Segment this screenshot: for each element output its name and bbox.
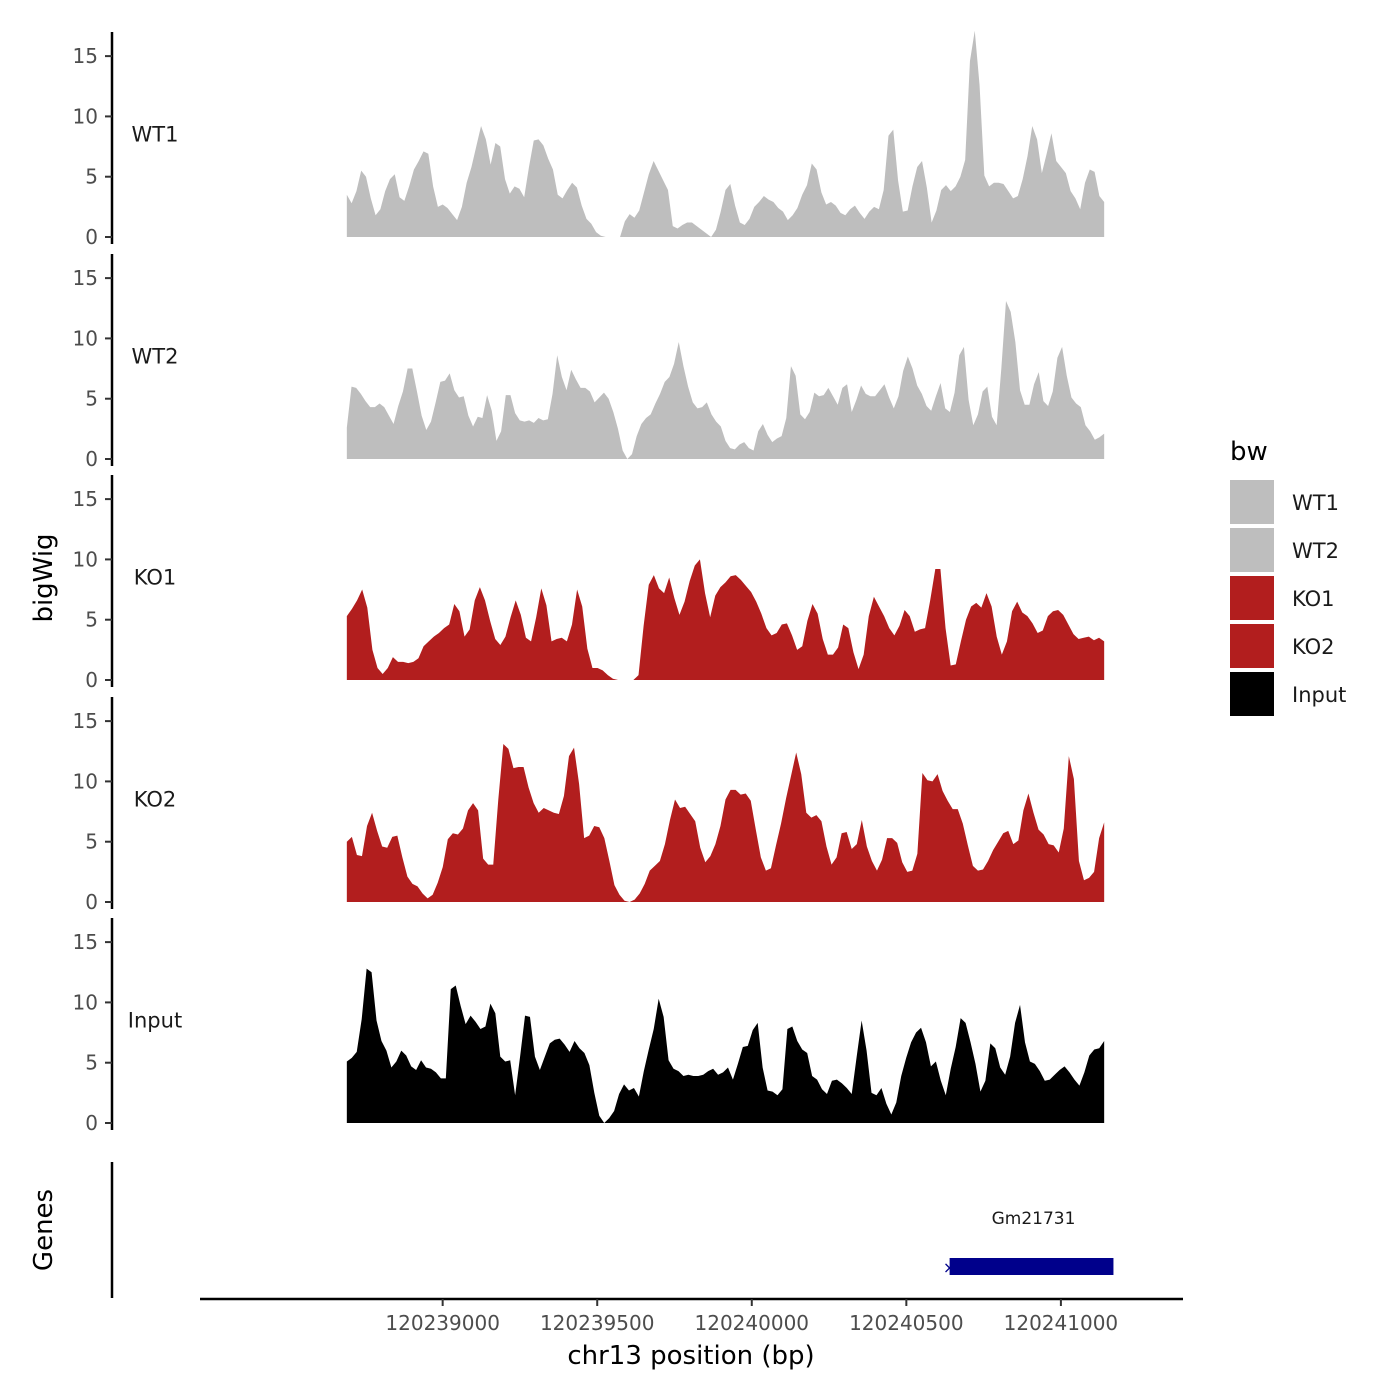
genes-axis-title: Genes xyxy=(29,1189,59,1271)
track-label: WT1 xyxy=(132,122,179,146)
track-input: 0 5 10 15 Input xyxy=(73,918,1105,1135)
track-label: WT2 xyxy=(132,344,179,368)
track-ko2: 0 5 10 15 KO2 xyxy=(73,697,1105,914)
y-tick-label: 10 xyxy=(73,326,98,350)
track-wt1: 0 5 10 15 WT1 xyxy=(73,30,1105,249)
x-tick-label: 120239500 xyxy=(540,1311,655,1335)
signal-tracks: 0 5 10 15 WT1 0 5 10 15 WT2 0 5 10 15 KO1 0 5 10 15 KO2 0 5 10… xyxy=(73,30,1105,1135)
legend-label: WT1 xyxy=(1292,491,1339,515)
y-tick-label: 0 xyxy=(85,890,98,914)
y-tick-label: 5 xyxy=(85,165,98,189)
y-tick-label: 15 xyxy=(73,709,98,733)
legend-swatch-ko2 xyxy=(1230,624,1274,668)
y-tick-label: 15 xyxy=(73,266,98,290)
signal-area-ko2 xyxy=(346,744,1105,902)
y-tick-label: 10 xyxy=(73,990,98,1014)
legend-label: KO2 xyxy=(1292,635,1335,659)
track-label: KO1 xyxy=(134,565,177,589)
signal-area-ko1 xyxy=(346,559,1105,680)
y-tick-label: 5 xyxy=(85,387,98,411)
x-axis: 120239000 120239500 120240000 120240500 1202… xyxy=(200,1297,1183,1371)
x-tick-label: 120240000 xyxy=(695,1311,810,1335)
y-axis-title: bigWig xyxy=(29,533,59,622)
track-label: Input xyxy=(128,1008,182,1032)
y-tick-label: 10 xyxy=(73,769,98,793)
x-tick-label: 120240500 xyxy=(849,1311,964,1335)
signal-area-wt1 xyxy=(346,30,1105,237)
y-tick-label: 15 xyxy=(73,930,98,954)
legend-swatch-input xyxy=(1230,672,1274,716)
y-tick-label: 0 xyxy=(85,1111,98,1135)
y-tick-label: 10 xyxy=(73,104,98,128)
y-tick-label: 10 xyxy=(73,547,98,571)
gene-strand-marker: × xyxy=(943,1258,956,1277)
signal-area-input xyxy=(346,968,1105,1123)
legend-items: WT1 WT2 KO1 KO2 Input xyxy=(1230,480,1346,716)
y-tick-label: 15 xyxy=(73,44,98,68)
y-tick-label: 5 xyxy=(85,830,98,854)
genes-panel: Genes Gm21731 × xyxy=(29,1162,1114,1298)
gene-label: Gm21731 xyxy=(992,1209,1076,1229)
gene-body xyxy=(949,1258,1114,1275)
signal-area-wt2 xyxy=(346,301,1105,459)
legend-label: WT2 xyxy=(1292,539,1339,563)
track-wt2: 0 5 10 15 WT2 xyxy=(73,254,1105,471)
track-ko1: 0 5 10 15 KO1 xyxy=(73,475,1105,692)
legend-label: KO1 xyxy=(1292,587,1335,611)
x-tick-label: 120241000 xyxy=(1004,1311,1119,1335)
legend-swatch-wt1 xyxy=(1230,480,1274,524)
x-axis-title: chr13 position (bp) xyxy=(567,1341,814,1371)
legend-title: bw xyxy=(1230,437,1268,467)
y-tick-label: 0 xyxy=(85,447,98,471)
y-tick-label: 0 xyxy=(85,225,98,249)
legend-label: Input xyxy=(1292,683,1346,707)
legend-swatch-ko1 xyxy=(1230,576,1274,620)
y-tick-label: 5 xyxy=(85,608,98,632)
legend-swatch-wt2 xyxy=(1230,528,1274,572)
x-ticks: 120239000 120239500 120240000 120240500 1202… xyxy=(385,1299,1118,1335)
y-tick-label: 5 xyxy=(85,1051,98,1075)
track-label: KO2 xyxy=(134,787,177,811)
y-tick-label: 0 xyxy=(85,668,98,692)
legend: bw WT1 WT2 KO1 KO2 Input xyxy=(1230,437,1346,716)
y-tick-label: 15 xyxy=(73,487,98,511)
x-tick-label: 120239000 xyxy=(385,1311,500,1335)
